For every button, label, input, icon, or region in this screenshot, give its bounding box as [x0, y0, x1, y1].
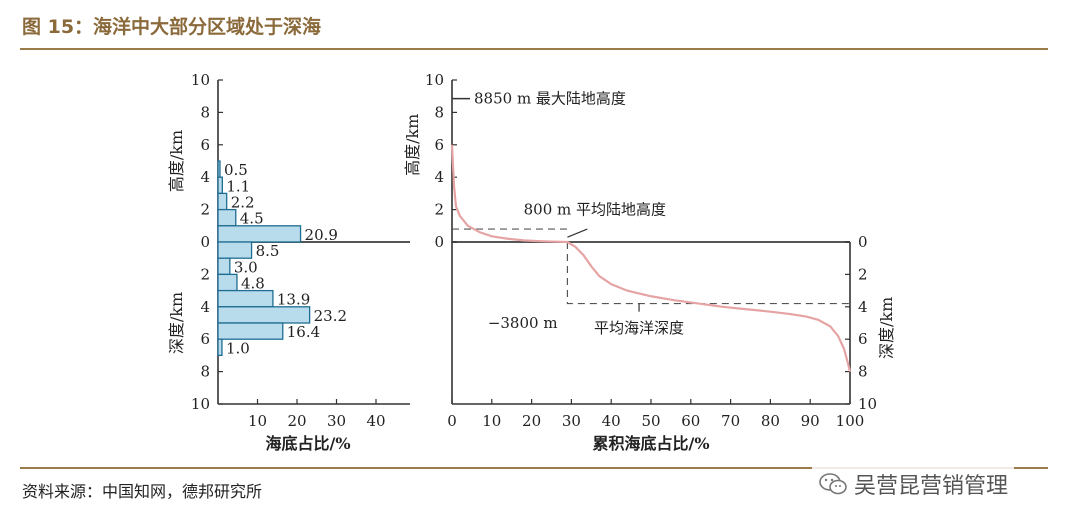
- y-axis-title-bottom: 深度/km: [167, 292, 186, 354]
- bar: [217, 241, 253, 259]
- bar-value-label: 8.5: [256, 242, 280, 260]
- chat-bubble-icon: [819, 473, 847, 495]
- x-tick-label: 10: [248, 412, 267, 430]
- annotation-max-land-height: 8850 m 最大陆地高度: [474, 90, 626, 108]
- bar-value-label: 3.0: [234, 258, 258, 276]
- bar: [217, 306, 311, 324]
- bar-value-label: 4.5: [240, 210, 264, 228]
- right-y-tick-label: 0: [858, 233, 868, 251]
- y-tick-label: 8: [200, 363, 210, 381]
- x-tick-label: 40: [366, 412, 385, 430]
- hypsometric-curve: [450, 144, 852, 372]
- bar-value-label: 1.0: [226, 339, 250, 357]
- right-y-tick-label: 4: [858, 298, 868, 316]
- left-y-tick-label: 10: [425, 71, 444, 89]
- x-tick-label: 20: [522, 412, 541, 430]
- bar: [217, 192, 228, 211]
- title-divider: [20, 48, 1048, 50]
- y-tick-label: 8: [200, 103, 210, 121]
- y-tick-label: 4: [200, 298, 210, 316]
- bar-value-label: 4.8: [241, 275, 265, 293]
- bar-value-label: 0.5: [224, 161, 248, 179]
- bar: [217, 208, 237, 227]
- bar: [217, 338, 223, 357]
- left-y-tick-label: 6: [434, 136, 444, 154]
- annotation-depth-value: −3800 m: [488, 314, 558, 332]
- right-y-tick-label: 10: [858, 395, 877, 413]
- y-axis-title-top: 高度/km: [167, 130, 186, 192]
- bar: [217, 289, 274, 308]
- bar: [217, 273, 238, 292]
- bar-value-label: 16.4: [287, 323, 320, 341]
- right-y-tick-label: 6: [858, 330, 868, 348]
- x-tick-label: 100: [836, 412, 865, 430]
- bar: [217, 176, 223, 195]
- mean-ocean-depth-line: [566, 242, 850, 305]
- bar-value-label: 23.2: [314, 307, 347, 325]
- x-tick-label: 10: [482, 412, 501, 430]
- bar-value-label: 1.1: [226, 177, 250, 195]
- right-y-tick-label: 8: [858, 363, 868, 381]
- x-tick-label: 20: [287, 412, 306, 430]
- bar: [217, 225, 302, 243]
- x-axis-title: 海底占比/%: [265, 434, 350, 453]
- bar: [217, 257, 231, 276]
- y-tick-label: 4: [200, 168, 210, 186]
- watermark-text: 吴营昆营销管理: [854, 474, 1009, 499]
- watermark: 吴营昆营销管理: [812, 466, 1015, 502]
- x-tick-label: 80: [761, 412, 780, 430]
- left-y-tick-label: 4: [434, 168, 444, 186]
- x-tick-label: 90: [801, 412, 820, 430]
- footer-divider: [20, 467, 1048, 469]
- right-y-tick-label: 2: [858, 265, 868, 283]
- x-tick-label: 40: [602, 412, 621, 430]
- y-tick-label: 6: [200, 330, 210, 348]
- source-note: 资料来源：中国知网，德邦研究所: [22, 482, 263, 501]
- y-tick-label: 2: [200, 265, 210, 283]
- y-tick-label: 6: [200, 136, 210, 154]
- x-tick-label: 60: [681, 412, 700, 430]
- annotation-mean-ocean-depth: 平均海洋深度: [594, 319, 684, 337]
- y-axis-title-right: 深度/km: [877, 297, 896, 359]
- y-tick-label: 0: [200, 233, 210, 251]
- x-tick-label: 70: [721, 412, 740, 430]
- annotation-mean-land-height: 800 m 平均陆地高度: [524, 201, 666, 219]
- x-tick-label: 30: [562, 412, 581, 430]
- x-tick-label: 0: [447, 412, 457, 430]
- y-axis-title-left: 高度/km: [403, 114, 422, 176]
- left-y-tick-label: 0: [434, 233, 444, 251]
- y-tick-label: 10: [191, 71, 210, 89]
- x-axis-title: 累积海底占比/%: [592, 434, 709, 453]
- left-y-tick-label: 2: [434, 201, 444, 219]
- figure-title: 图 15：海洋中大部分区域处于深海: [22, 16, 322, 38]
- bar-value-label: 20.9: [305, 226, 338, 244]
- bar-value-label: 2.2: [231, 194, 255, 212]
- left-y-tick-label: 8: [434, 103, 444, 121]
- y-tick-label: 2: [200, 201, 210, 219]
- y-tick-label: 10: [191, 395, 210, 413]
- x-tick-label: 30: [327, 412, 346, 430]
- mean-land-pointer: [567, 228, 588, 238]
- bar: [217, 322, 284, 340]
- x-tick-label: 50: [641, 412, 660, 430]
- bar: [217, 160, 221, 178]
- bar-value-label: 13.9: [277, 291, 310, 309]
